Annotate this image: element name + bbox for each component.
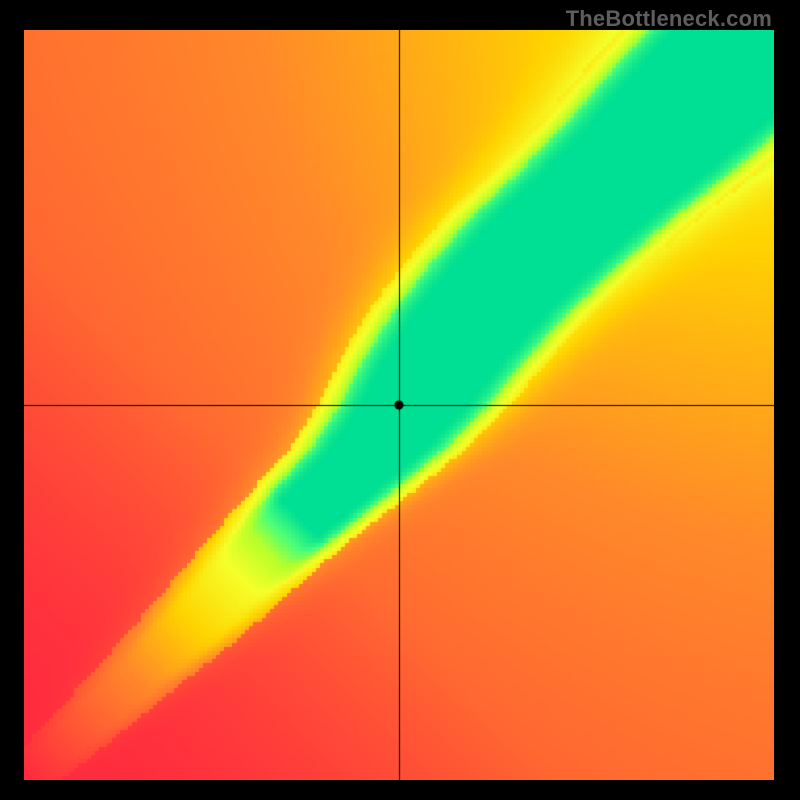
chart-container: TheBottleneck.com (0, 0, 800, 800)
bottleneck-heatmap-canvas (24, 30, 774, 780)
watermark-text: TheBottleneck.com (566, 6, 772, 32)
